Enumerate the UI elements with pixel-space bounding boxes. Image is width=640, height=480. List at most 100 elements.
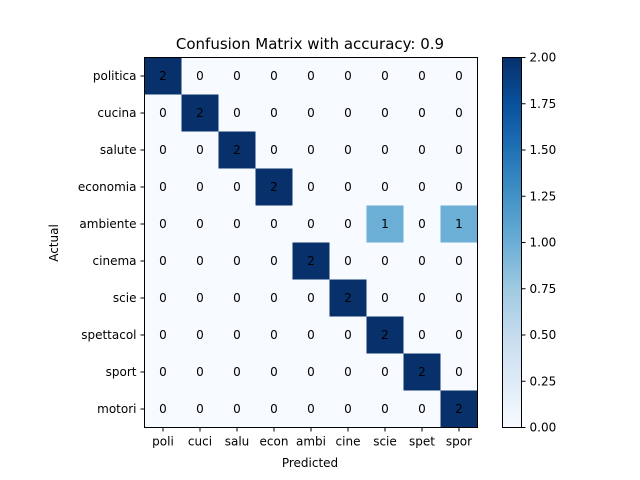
cell-value-label: 2 bbox=[196, 106, 204, 120]
y-tick-label: politica bbox=[93, 69, 137, 83]
heatmap-cell bbox=[181, 316, 219, 354]
x-tick-label: econ bbox=[260, 435, 289, 449]
heatmap-cell bbox=[255, 242, 293, 280]
cell-value-label: 0 bbox=[307, 365, 315, 379]
cell-value-label: 0 bbox=[233, 180, 241, 194]
heatmap-cell bbox=[440, 390, 478, 428]
cell-value-label: 0 bbox=[233, 217, 241, 231]
heatmap-cell bbox=[255, 205, 293, 243]
cell-value-label: 0 bbox=[455, 69, 463, 83]
cell-value-label: 0 bbox=[159, 365, 167, 379]
y-tick-label: motori bbox=[97, 402, 136, 416]
cell-value-label: 0 bbox=[233, 365, 241, 379]
cell-value-label: 0 bbox=[455, 106, 463, 120]
heatmap-cell bbox=[366, 279, 404, 317]
cell-value-label: 0 bbox=[381, 291, 389, 305]
cell-value-label: 0 bbox=[196, 217, 204, 231]
cell-value-label: 0 bbox=[196, 291, 204, 305]
heatmap-cell bbox=[366, 353, 404, 391]
heatmap-cells bbox=[144, 57, 478, 428]
cell-value-label: 0 bbox=[344, 69, 352, 83]
plot-frame bbox=[144, 57, 478, 428]
heatmap-cell bbox=[144, 168, 182, 206]
cell-value-label: 0 bbox=[159, 328, 167, 342]
cell-value-label: 0 bbox=[196, 328, 204, 342]
heatmap-cell bbox=[218, 390, 256, 428]
cell-value-label: 2 bbox=[159, 69, 167, 83]
cell-value-label: 0 bbox=[418, 69, 426, 83]
cell-value-label: 0 bbox=[233, 106, 241, 120]
cell-value-label: 0 bbox=[344, 106, 352, 120]
heatmap-cell bbox=[181, 131, 219, 169]
cell-value-label: 0 bbox=[418, 180, 426, 194]
cell-value-label: 0 bbox=[307, 402, 315, 416]
cell-value-label: 0 bbox=[307, 180, 315, 194]
heatmap-cell bbox=[403, 94, 441, 132]
heatmap-cell bbox=[144, 390, 182, 428]
heatmap-cell bbox=[292, 242, 330, 280]
heatmap-cell bbox=[440, 316, 478, 354]
cell-value-label: 0 bbox=[344, 217, 352, 231]
colorbar-tick-label: 1.25 bbox=[530, 189, 557, 203]
cell-value-label: 0 bbox=[455, 180, 463, 194]
heatmap-cell bbox=[440, 242, 478, 280]
cell-value-label: 0 bbox=[270, 254, 278, 268]
cell-value-label: 0 bbox=[455, 328, 463, 342]
cell-value-label: 0 bbox=[418, 328, 426, 342]
cell-value-label: 0 bbox=[418, 217, 426, 231]
x-axis-ticks: poli cuci salu econ ambi cine scie spet spor bbox=[152, 427, 472, 449]
cell-value-label: 1 bbox=[455, 217, 463, 231]
cell-value-label: 0 bbox=[196, 180, 204, 194]
heatmap-cell bbox=[144, 279, 182, 317]
heatmap-cell bbox=[181, 390, 219, 428]
cell-value-label: 0 bbox=[455, 365, 463, 379]
heatmap-cell bbox=[403, 131, 441, 169]
heatmap-cell bbox=[366, 205, 404, 243]
cell-value-label: 2 bbox=[233, 143, 241, 157]
heatmap-cell bbox=[218, 205, 256, 243]
heatmap-cell bbox=[144, 353, 182, 391]
heatmap-cell bbox=[255, 279, 293, 317]
heatmap-cell bbox=[292, 57, 330, 95]
heatmap-cell bbox=[329, 279, 367, 317]
cell-value-label: 0 bbox=[270, 69, 278, 83]
heatmap-cell bbox=[440, 205, 478, 243]
heatmap-cell bbox=[403, 57, 441, 95]
cell-value-label: 0 bbox=[307, 106, 315, 120]
cell-value-label: 0 bbox=[270, 217, 278, 231]
y-tick-label: sport bbox=[106, 365, 137, 379]
cell-value-label: 0 bbox=[418, 291, 426, 305]
cell-value-label: 0 bbox=[233, 291, 241, 305]
heatmap-cell bbox=[366, 168, 404, 206]
heatmap-cell bbox=[255, 316, 293, 354]
heatmap-cell bbox=[403, 316, 441, 354]
heatmap-cell bbox=[366, 390, 404, 428]
heatmap-cell bbox=[181, 168, 219, 206]
cell-value-label: 0 bbox=[233, 254, 241, 268]
cell-value-label: 0 bbox=[270, 106, 278, 120]
heatmap-cell bbox=[329, 168, 367, 206]
x-tick-label: ambi bbox=[296, 435, 326, 449]
heatmap-cell bbox=[329, 390, 367, 428]
heatmap-cell bbox=[440, 94, 478, 132]
heatmap-cell bbox=[144, 316, 182, 354]
cell-value-label: 0 bbox=[159, 291, 167, 305]
cell-value-label: 0 bbox=[344, 328, 352, 342]
heatmap-cell bbox=[329, 94, 367, 132]
heatmap-cell bbox=[218, 242, 256, 280]
heatmap-cell bbox=[292, 131, 330, 169]
heatmap-cell bbox=[218, 131, 256, 169]
cell-value-label: 0 bbox=[381, 143, 389, 157]
heatmap-cell bbox=[440, 168, 478, 206]
cell-value-label: 0 bbox=[159, 254, 167, 268]
x-tick-label: scie bbox=[373, 435, 397, 449]
heatmap-cell bbox=[181, 57, 219, 95]
x-tick-label: cuci bbox=[188, 435, 212, 449]
heatmap-cell bbox=[366, 57, 404, 95]
heatmap-cell bbox=[218, 94, 256, 132]
y-tick-label: ambiente bbox=[79, 217, 136, 231]
cell-value-label: 0 bbox=[344, 365, 352, 379]
heatmap-cell bbox=[181, 279, 219, 317]
y-tick-label: salute bbox=[100, 143, 137, 157]
cell-value-label: 0 bbox=[307, 217, 315, 231]
